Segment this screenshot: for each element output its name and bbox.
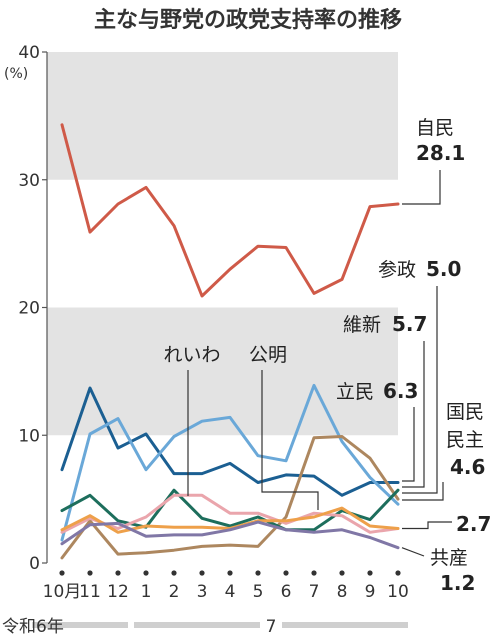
series-lines [60, 123, 400, 560]
band-1 [47, 307, 398, 436]
x-tick-dot [311, 570, 317, 576]
series-line-維新 [60, 488, 400, 532]
label-jcp-name: 共産 [430, 547, 468, 569]
series-line-共産 [60, 520, 400, 550]
x-tick-label: 9 [365, 582, 376, 602]
label-ldp-value: 28.1 [416, 141, 465, 165]
label-ishin-name: 維新 [343, 314, 381, 336]
series-line-立民 [60, 386, 400, 497]
x-tick-label: 12 [107, 582, 129, 602]
leader-komeito-value [402, 521, 452, 530]
leader-ldp [402, 170, 441, 205]
series-line-国民民主 [60, 383, 400, 542]
series-line-自民 [60, 123, 400, 298]
x-tick-dot [115, 570, 121, 576]
y-tick-label: 10 [18, 426, 40, 446]
label-sanseito-value: 5.0 [426, 257, 461, 281]
x-tick-dot [339, 570, 345, 576]
leader-cdp [402, 407, 415, 482]
x-tick-label: 7 [309, 582, 320, 602]
x-tick-dot [283, 570, 289, 576]
x-tick-dot [255, 570, 261, 576]
year-label-bg [260, 614, 282, 636]
y-tick-label: 40 [18, 43, 40, 63]
label-komeito-value: 2.7 [456, 512, 491, 536]
year-label-reiwa6: 令和6年 [2, 617, 64, 637]
label-jcp-value: 1.2 [440, 571, 475, 595]
leader-sanseito [402, 286, 438, 494]
band-0 [47, 52, 398, 180]
leader-komeito [261, 370, 319, 510]
leader-ishin [402, 341, 425, 488]
y-axis: 0 10 20 30 40 [18, 43, 48, 574]
leader-jcp [401, 547, 425, 557]
label-komeito-name: 公明 [249, 344, 287, 366]
label-sanseito-name: 参政 [378, 259, 416, 281]
label-ishin-value: 5.7 [392, 312, 427, 336]
x-tick-label: 4 [225, 582, 236, 602]
x-tick-dot [367, 570, 373, 576]
x-tick-dot [59, 570, 65, 576]
label-cdp-value: 6.3 [383, 379, 418, 403]
x-tick-label: 1 [141, 582, 152, 602]
x-tick-label: 2 [169, 582, 180, 602]
x-tick-label: 5 [253, 582, 264, 602]
chart-title: 主な与野党の政党支持率の推移 [94, 7, 402, 33]
x-tick-label: 3 [197, 582, 208, 602]
x-tick-dot [227, 570, 233, 576]
x-tick-dot [199, 570, 205, 576]
x-tick-label: 11 [79, 582, 101, 602]
x-tick-dot [87, 570, 93, 576]
label-dpp-name-2: 民主 [446, 429, 484, 451]
y-tick-label: 20 [18, 299, 40, 319]
leader-dpp [402, 482, 444, 501]
label-dpp-name-1: 国民 [446, 401, 484, 423]
x-tick-dot [395, 570, 401, 576]
label-ldp-name: 自民 [416, 117, 454, 139]
label-cdp-name: 立民 [336, 381, 374, 403]
year-label-7: 7 [266, 617, 277, 637]
series-line-参政 [60, 435, 400, 560]
x-tick-label: 10 [387, 582, 409, 602]
x-tick-label: 8 [337, 582, 348, 602]
label-reiwa-name: れいわ [163, 344, 220, 366]
y-tick-label: 0 [29, 554, 40, 574]
x-tick-dot [143, 570, 149, 576]
series-line-れいわ [60, 493, 400, 534]
y-tick-label: 30 [18, 171, 40, 191]
background-bands [47, 52, 398, 436]
y-unit-label: (%) [4, 66, 28, 82]
year-bar-2024 [32, 622, 128, 628]
label-dpp-value: 4.6 [450, 455, 485, 479]
x-tick-label: 6 [281, 582, 292, 602]
x-tick-label: 10月 [43, 582, 82, 602]
x-tick-dot [171, 570, 177, 576]
